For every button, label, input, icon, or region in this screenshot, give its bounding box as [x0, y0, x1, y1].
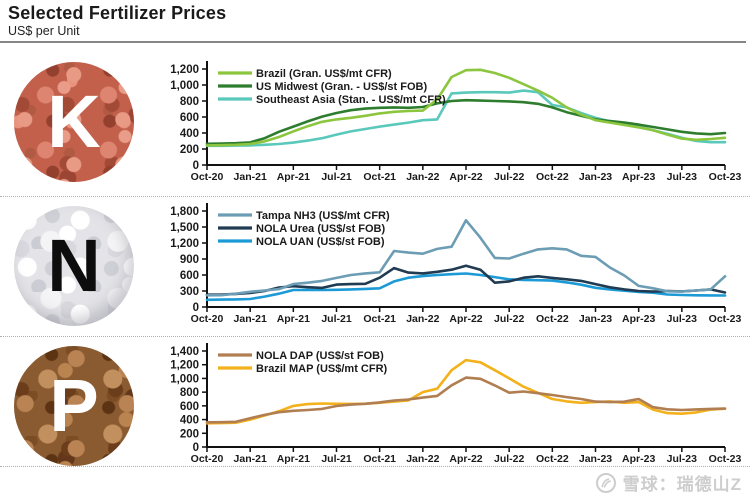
potash-price-chart: 0 200 400 600 800 1,000 1,200 Oct-20 Jan-21 Apr-2…: [170, 61, 742, 183]
x-tick-label: Apr-22: [449, 313, 482, 325]
x-tick-label: Oct-22: [536, 171, 569, 183]
x-tick-label: Jul-22: [494, 313, 525, 325]
panel-separator: [0, 466, 750, 467]
nitrogen-icon-letter: N: [47, 224, 101, 307]
y-tick-label: 1,000: [170, 373, 199, 385]
legend-label: NOLA DAP (US$/st FOB): [256, 350, 384, 362]
series-line: [205, 264, 727, 296]
x-tick-label: Apr-23: [622, 171, 655, 183]
series-line: [205, 358, 727, 425]
y-tick-label: 600: [180, 401, 199, 413]
legend-label: Brazil (Gran. US$/mt CFR): [256, 68, 392, 80]
phosphate-icon-letter: P: [49, 364, 99, 447]
y-tick-label: 600: [180, 270, 199, 282]
x-tick-label: Jan-23: [579, 453, 612, 465]
legend-label: Southeast Asia (Stan. - US$/mt CFR): [256, 94, 446, 106]
phosphate-granules-icon: P: [14, 346, 134, 466]
x-tick-label: Apr-23: [622, 453, 655, 465]
panel-separator: [0, 196, 750, 197]
x-tick-label: Oct-20: [191, 171, 224, 183]
x-tick-label: Oct-21: [363, 453, 396, 465]
y-tick-label: 800: [180, 96, 199, 108]
x-tick-label: Oct-21: [363, 313, 396, 325]
watermark: 雪球：瑞德山Z: [595, 470, 742, 495]
x-tick-label: Jan-23: [579, 171, 612, 183]
legend-label: NOLA UAN (US$/st FOB): [256, 236, 385, 248]
y-tick-label: 1,200: [170, 238, 199, 250]
y-tick-label: 0: [193, 442, 199, 454]
y-tick-label: 1,400: [170, 346, 199, 358]
y-tick-label: 0: [193, 302, 199, 314]
legend-label: NOLA Urea (US$/st FOB): [256, 223, 386, 235]
watermark-text: 雪球：瑞德山Z: [622, 475, 742, 494]
y-tick-label: 200: [180, 144, 199, 156]
x-tick-label: Jul-23: [667, 171, 698, 183]
legend-label: Tampa NH3 (US$/mt CFR): [256, 210, 390, 222]
xueqiu-logo-icon: [595, 472, 616, 493]
y-tick-label: 1,200: [170, 360, 199, 372]
x-tick-label: Apr-23: [622, 313, 655, 325]
x-tick-label: Apr-21: [277, 453, 310, 465]
y-tick-label: 1,800: [170, 206, 199, 218]
x-tick-label: Apr-21: [277, 313, 310, 325]
x-tick-label: Apr-21: [277, 171, 310, 183]
x-tick-label: Oct-22: [536, 453, 569, 465]
page-title: Selected Fertilizer Prices: [8, 3, 227, 23]
x-tick-label: Jan-22: [406, 313, 439, 325]
x-tick-label: Jul-23: [667, 313, 698, 325]
x-tick-label: Oct-23: [709, 171, 742, 183]
x-tick-label: Jan-21: [234, 171, 267, 183]
y-tick-label: 0: [193, 160, 199, 172]
x-tick-label: Oct-21: [363, 171, 396, 183]
x-tick-label: Jan-22: [406, 171, 439, 183]
x-tick-label: Oct-20: [191, 453, 224, 465]
x-tick-label: Oct-22: [536, 313, 569, 325]
y-tick-label: 400: [180, 128, 199, 140]
series-line: [205, 218, 727, 297]
y-tick-label: 200: [180, 428, 199, 440]
y-tick-label: 400: [180, 415, 199, 427]
x-tick-label: Jul-22: [494, 453, 525, 465]
x-tick-label: Jul-21: [321, 171, 352, 183]
y-tick-label: 800: [180, 387, 199, 399]
header-divider: [0, 41, 746, 43]
y-tick-label: 1,500: [170, 222, 199, 234]
y-tick-label: 1,000: [170, 80, 199, 92]
phosphate-panel-row: P 0 200 400 600 800 1,000 1,200 1,400 Oct-20 Jan-…: [0, 337, 750, 479]
potash-icon-letter: K: [47, 80, 101, 163]
x-tick-label: Jul-21: [321, 453, 352, 465]
legend-label: US Midwest (Gran. - US$/st FOB): [256, 81, 427, 93]
x-tick-label: Jul-21: [321, 313, 352, 325]
y-tick-label: 1,200: [170, 64, 199, 76]
nitrogen-prills-icon: N: [14, 206, 134, 326]
nitrogen-panel-row: N 0 300 600 900 1,200 1,500 1,800 Oct-20 Jan-21 A…: [0, 197, 750, 339]
x-tick-label: Jan-21: [234, 453, 267, 465]
series-line: [205, 376, 727, 424]
x-tick-label: Oct-23: [709, 313, 742, 325]
potash-granules-icon: K: [14, 62, 134, 182]
x-tick-label: Apr-22: [449, 453, 482, 465]
legend-label: Brazil MAP (US$/mt CFR): [256, 363, 388, 375]
page-subtitle: US$ per Unit: [8, 24, 80, 38]
nitrogen-price-chart: 0 300 600 900 1,200 1,500 1,800 Oct-20 Jan-21 Apr…: [170, 203, 742, 325]
x-tick-label: Jan-22: [406, 453, 439, 465]
y-tick-label: 600: [180, 112, 199, 124]
x-tick-label: Jan-21: [234, 313, 267, 325]
x-tick-label: Oct-23: [709, 453, 742, 465]
x-tick-label: Jan-23: [579, 313, 612, 325]
y-tick-label: 900: [180, 254, 199, 266]
potash-panel-row: K 0 200 400 600 800 1,000 1,200 Oct-20 Jan-21 Apr…: [0, 55, 750, 197]
series-line: [205, 98, 727, 146]
x-tick-label: Jul-22: [494, 171, 525, 183]
x-tick-label: Oct-20: [191, 313, 224, 325]
series-line: [205, 68, 727, 147]
y-tick-label: 300: [180, 286, 199, 298]
x-tick-label: Apr-22: [449, 171, 482, 183]
x-tick-label: Jul-23: [667, 453, 698, 465]
panel-separator: [0, 336, 750, 337]
